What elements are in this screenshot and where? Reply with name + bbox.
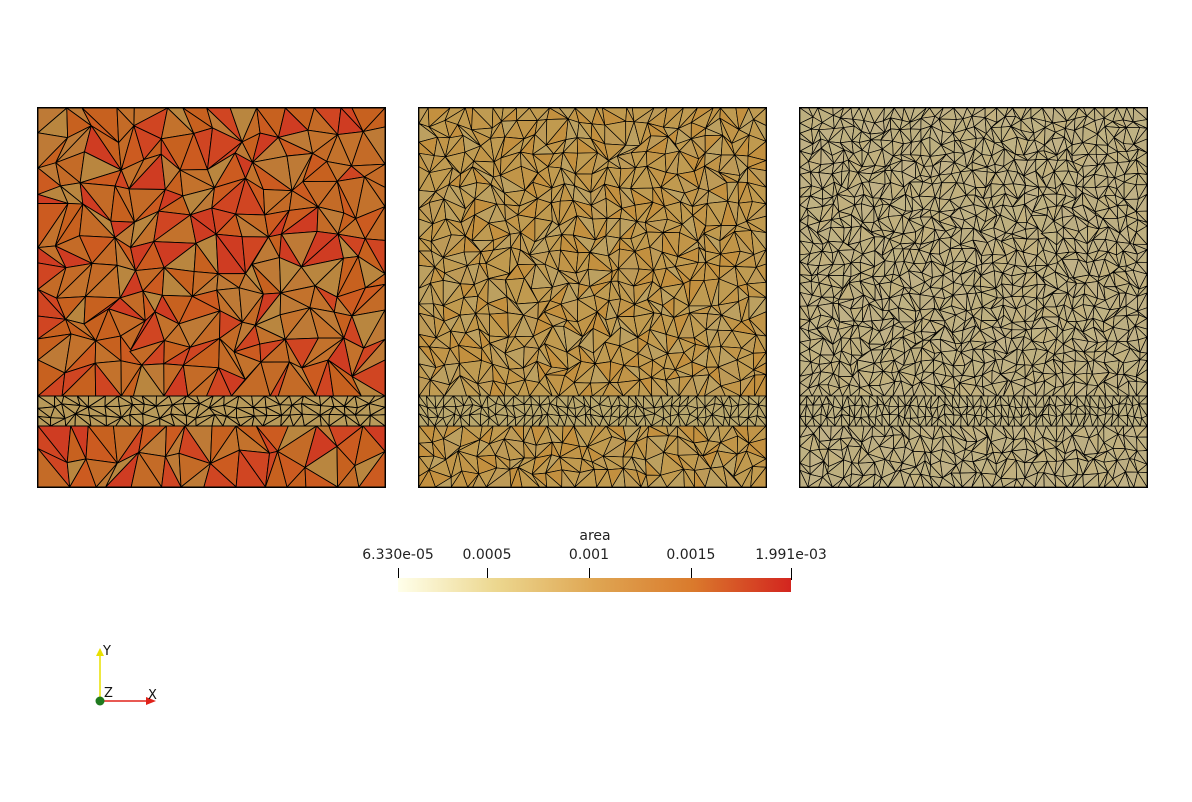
colorbar-tick-label: 0.0005 (462, 547, 512, 563)
colorbar-tick (791, 568, 792, 580)
axes-triad-svg (95, 648, 156, 706)
mesh-coarse-svg (38, 108, 385, 487)
x-axis-label: X (148, 688, 157, 703)
x-axis-arrow-icon (146, 697, 156, 705)
scalar-colorbar[interactable]: area 6.330e-05 0.0005 0.001 0.0015 1.991e-03 (340, 524, 860, 604)
colorbar-tick-label: 1.991e-03 (755, 547, 827, 563)
mesh-medium-svg (419, 108, 766, 487)
y-axis-label: Y (103, 644, 111, 659)
colorbar-gradient (398, 578, 791, 592)
colorbar-tick-label: 0.001 (568, 547, 609, 563)
colorbar-tick-label: 6.330e-05 (362, 547, 434, 563)
z-axis-dot-icon (95, 696, 105, 706)
z-axis-label: Z (104, 686, 113, 701)
y-axis-arrow-icon (96, 648, 104, 656)
colorbar-tick (398, 568, 399, 580)
orientation-axes: Y X Z (80, 640, 180, 720)
mesh-panel-fine[interactable] (799, 107, 1148, 488)
colorbar-tick (588, 568, 590, 580)
colorbar-tick (487, 568, 489, 580)
colorbar-tick-label: 0.0015 (666, 547, 716, 563)
colorbar-tick (690, 568, 692, 580)
mesh-panel-medium[interactable] (418, 107, 767, 488)
mesh-panel-coarse[interactable] (37, 107, 386, 488)
mesh-fine-svg (800, 108, 1147, 487)
colorbar-title: area (579, 528, 611, 544)
